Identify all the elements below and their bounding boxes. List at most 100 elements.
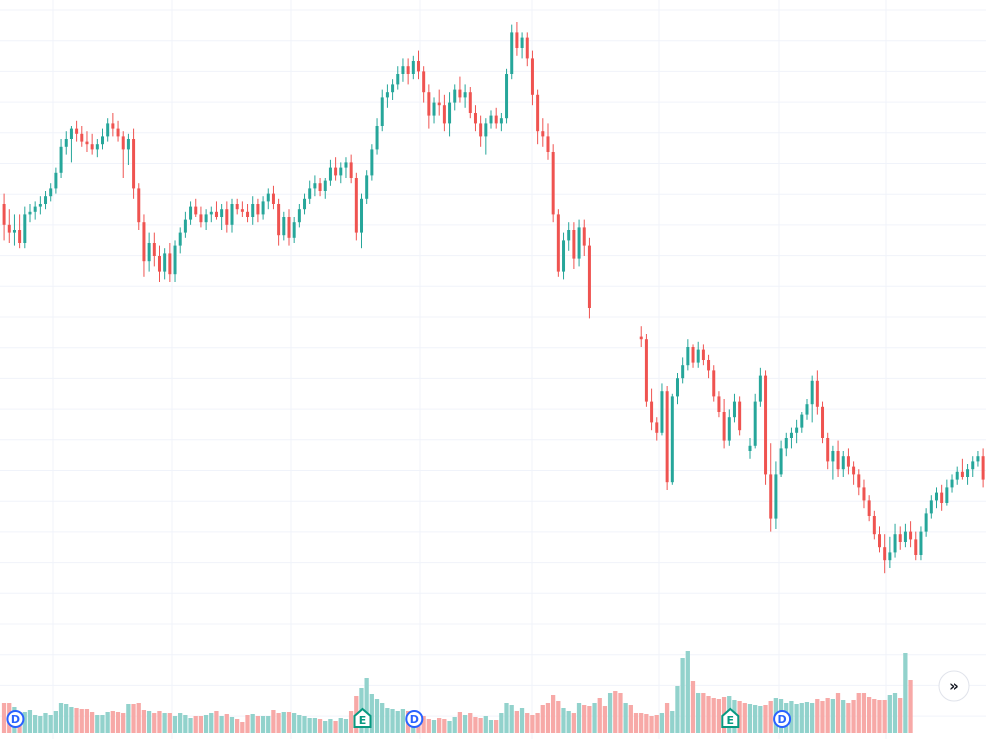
volume-bar bbox=[613, 691, 618, 733]
volume-bar bbox=[607, 693, 613, 733]
candle-body bbox=[753, 401, 757, 446]
volume-bar bbox=[670, 711, 675, 733]
volume-bar bbox=[245, 715, 250, 733]
volume-bar bbox=[861, 693, 867, 733]
volume-bar bbox=[903, 653, 908, 733]
volume-bar bbox=[680, 658, 685, 733]
candle-body bbox=[95, 144, 99, 150]
volume-bar bbox=[43, 713, 48, 733]
candle bbox=[266, 188, 270, 210]
candle bbox=[137, 183, 141, 230]
candle bbox=[7, 209, 11, 243]
candle-body bbox=[391, 84, 395, 93]
candle-body bbox=[779, 448, 783, 475]
candle bbox=[204, 209, 208, 230]
candle bbox=[401, 58, 405, 82]
volume-bar bbox=[390, 709, 395, 733]
volume-bar bbox=[841, 700, 846, 733]
candle-body bbox=[748, 445, 752, 451]
candle bbox=[80, 126, 84, 147]
candle bbox=[220, 204, 224, 230]
candle bbox=[240, 201, 244, 217]
candle bbox=[960, 458, 964, 480]
candle-body bbox=[453, 89, 457, 103]
candle bbox=[732, 393, 736, 423]
candle-body bbox=[152, 243, 156, 256]
volume-bar bbox=[286, 712, 292, 733]
volume-bar bbox=[514, 711, 519, 733]
candle bbox=[940, 484, 944, 511]
candle-body bbox=[789, 432, 793, 438]
candle-body bbox=[375, 126, 379, 150]
candle bbox=[354, 172, 358, 241]
candle-body bbox=[665, 391, 669, 483]
candle bbox=[427, 84, 431, 129]
candle bbox=[246, 204, 250, 223]
volume-bar bbox=[872, 699, 877, 733]
candle-body bbox=[805, 404, 809, 415]
candle-body bbox=[722, 412, 726, 441]
volume-bar bbox=[877, 700, 882, 733]
candle-body bbox=[872, 516, 876, 535]
candle bbox=[665, 386, 669, 490]
candle-body bbox=[909, 531, 913, 540]
candle bbox=[256, 198, 260, 223]
candle bbox=[396, 66, 400, 90]
volume-bar bbox=[141, 710, 147, 733]
volume-bar bbox=[260, 716, 266, 733]
candle-body bbox=[499, 118, 503, 124]
volume-bar bbox=[188, 718, 193, 733]
candle-body bbox=[287, 217, 291, 238]
earnings-marker[interactable]: E bbox=[721, 707, 740, 728]
dividend-marker[interactable]: D bbox=[773, 710, 792, 728]
volume-bar bbox=[659, 713, 665, 733]
candle bbox=[707, 354, 711, 379]
candle-body bbox=[18, 230, 22, 243]
candle bbox=[334, 157, 338, 181]
volume-bar bbox=[540, 705, 545, 733]
dividend-marker-label: D bbox=[778, 713, 787, 726]
candle-body bbox=[546, 136, 550, 152]
earnings-marker[interactable]: E bbox=[353, 707, 372, 728]
volume-bar bbox=[146, 711, 152, 733]
earnings-marker-label: E bbox=[727, 714, 735, 727]
candle bbox=[826, 432, 830, 470]
volume-bar bbox=[452, 717, 457, 733]
volume-bar bbox=[297, 715, 302, 733]
candle-body bbox=[541, 131, 545, 137]
dividend-marker[interactable]: D bbox=[6, 710, 25, 728]
volume-bar bbox=[172, 716, 178, 733]
candle-body bbox=[893, 534, 897, 553]
candle bbox=[147, 232, 151, 272]
candle-body bbox=[712, 370, 716, 397]
candle bbox=[494, 107, 498, 129]
candle-body bbox=[727, 417, 731, 441]
dividend-marker[interactable]: D bbox=[405, 710, 424, 728]
candle-body bbox=[852, 466, 856, 475]
candle bbox=[328, 159, 332, 186]
volume-bar bbox=[525, 713, 530, 733]
volume-bar bbox=[385, 708, 390, 733]
volume-bar bbox=[457, 712, 463, 733]
volume-bar bbox=[882, 700, 887, 733]
volume-bar bbox=[804, 702, 810, 733]
candle bbox=[313, 175, 317, 197]
candle-body bbox=[473, 113, 477, 124]
candle bbox=[116, 120, 120, 142]
volume-bar bbox=[333, 721, 338, 733]
volume-bar bbox=[53, 711, 58, 733]
candle-body bbox=[831, 451, 835, 462]
volume-bar bbox=[566, 711, 571, 733]
earnings-icon bbox=[721, 707, 740, 728]
volume-bar bbox=[696, 693, 701, 733]
candle bbox=[152, 232, 156, 267]
candle-body bbox=[479, 123, 483, 137]
candle-body bbox=[919, 531, 923, 555]
volume-bar bbox=[152, 713, 157, 733]
volume-bar bbox=[74, 708, 79, 733]
candle bbox=[556, 209, 560, 277]
candle bbox=[189, 201, 193, 225]
scroll-to-realtime-button[interactable]: » bbox=[938, 670, 970, 702]
